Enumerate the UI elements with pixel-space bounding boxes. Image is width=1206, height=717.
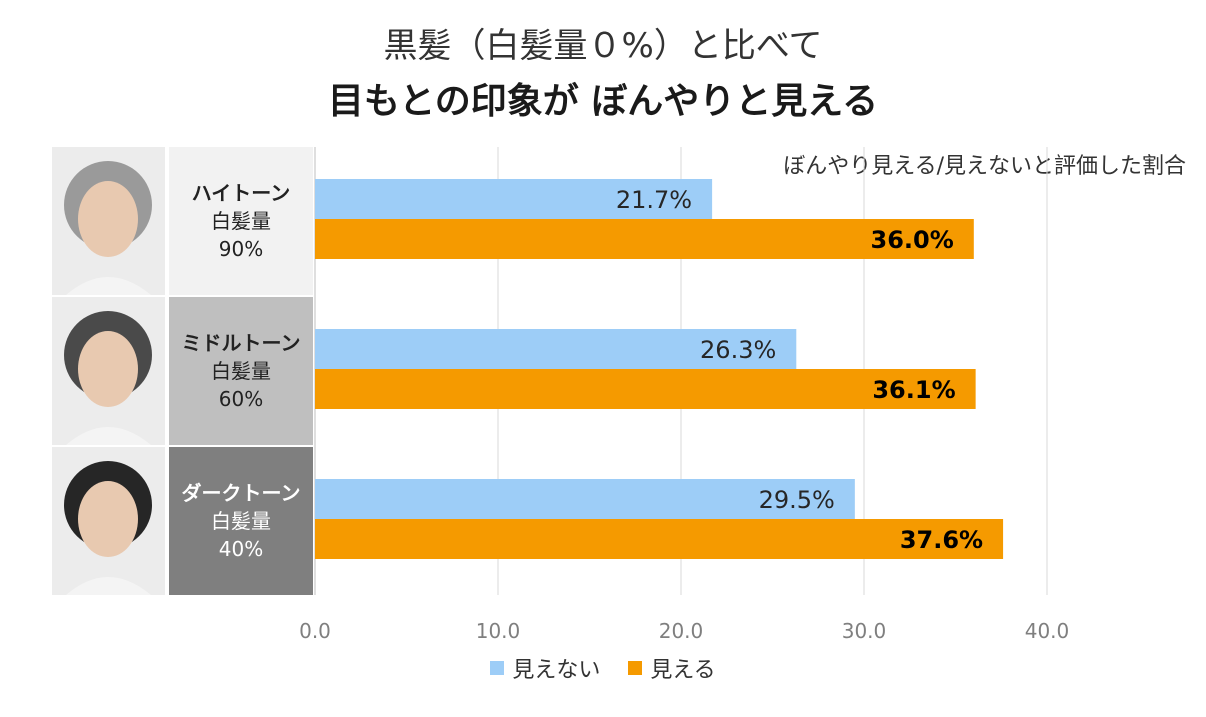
- model-photo-dark-tone: [52, 447, 165, 595]
- chart-subtitle: ぼんやり見える/見えないと評価した割合: [783, 154, 1186, 179]
- x-tick-label: 0.0: [299, 619, 331, 643]
- x-tick-label: 40.0: [1025, 619, 1070, 643]
- gray-hair-percent: 40%: [218, 537, 264, 561]
- legend-swatch-not-visible: [490, 661, 505, 675]
- bar-visible: [315, 519, 1004, 559]
- x-tick-label: 10.0: [476, 619, 521, 643]
- category-label-high-tone: ハイトーン 白髪量 90%: [169, 147, 313, 295]
- category-label-middle-tone: ミドルトーン 白髪量 60%: [169, 297, 313, 445]
- chart-legend: 見えない 見える: [0, 652, 1206, 684]
- chart-title-line1: 黒髪（白髪量０%）と比べて: [383, 26, 823, 66]
- legend-item-visible: 見える: [628, 652, 716, 684]
- data-label: 36.0%: [871, 226, 954, 254]
- model-photo-middle-tone: [52, 297, 165, 445]
- model-photo-high-tone: [52, 147, 165, 295]
- category-row-middle-tone: ミドルトーン 白髪量 60%: [52, 297, 314, 445]
- x-tick-label: 30.0: [842, 619, 887, 643]
- tone-name: ハイトーン: [191, 181, 291, 205]
- gray-hair-percent: 60%: [218, 387, 264, 411]
- legend-label-not-visible: 見えない: [512, 658, 601, 683]
- category-label-dark-tone: ダークトーン 白髪量 40%: [169, 447, 313, 595]
- bar-not-visible: [315, 179, 713, 219]
- legend-swatch-visible: [628, 661, 643, 675]
- bar-visible: [315, 369, 976, 409]
- x-tick-label: 20.0: [659, 619, 704, 643]
- legend-label-visible: 見える: [650, 658, 716, 683]
- chart-title-line2: 目もとの印象が ぼんやりと見える: [327, 81, 879, 122]
- data-label: 37.6%: [900, 526, 983, 554]
- gray-hair-amount-label: 白髪量: [211, 509, 271, 533]
- data-label: 26.3%: [700, 336, 776, 364]
- gray-hair-amount-label: 白髪量: [211, 209, 271, 233]
- gray-hair-percent: 90%: [218, 237, 264, 261]
- data-label: 29.5%: [759, 486, 835, 514]
- legend-item-not-visible: 見えない: [490, 652, 600, 684]
- category-row-high-tone: ハイトーン 白髪量 90%: [52, 147, 314, 295]
- tone-name: ダークトーン: [181, 481, 301, 505]
- category-row-dark-tone: ダークトーン 白髪量 40%: [52, 447, 314, 595]
- bar-not-visible: [315, 329, 797, 369]
- data-label: 36.1%: [872, 376, 955, 404]
- tone-name: ミドルトーン: [181, 331, 301, 355]
- bar-not-visible: [315, 479, 855, 519]
- bar-visible: [315, 219, 974, 259]
- data-label: 21.7%: [616, 186, 692, 214]
- gray-hair-amount-label: 白髪量: [211, 359, 271, 383]
